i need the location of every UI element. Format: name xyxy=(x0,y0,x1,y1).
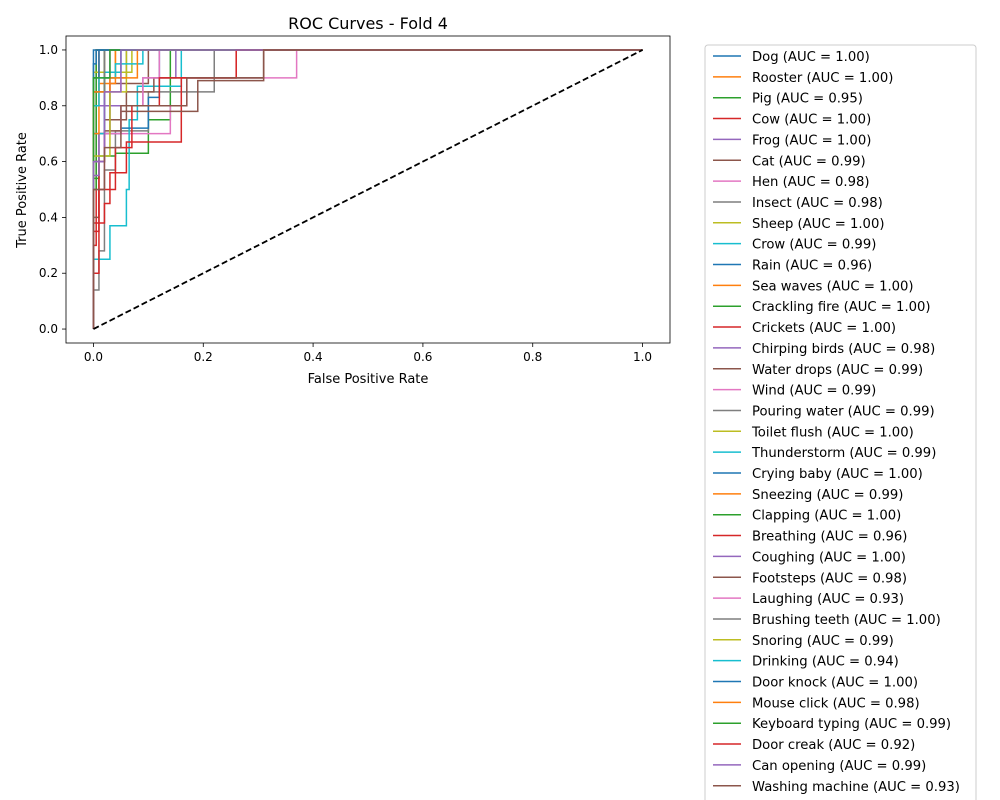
legend-entry: Crickets (AUC = 1.00) xyxy=(752,321,896,336)
legend: Dog (AUC = 1.00) Rooster (AUC = 1.00) Pig … xyxy=(704,44,977,800)
legend-entry: Sneezing (AUC = 0.99) xyxy=(752,488,903,503)
x-tick-label: 0.0 xyxy=(84,350,103,364)
legend-entry: Toilet flush (AUC = 1.00) xyxy=(751,425,914,440)
y-tick-label: 0.2 xyxy=(39,266,58,280)
legend-entry: Cow (AUC = 1.00) xyxy=(752,113,871,128)
legend-entry: Drinking (AUC = 0.94) xyxy=(752,655,899,670)
y-tick-label: 0.8 xyxy=(39,99,58,113)
y-tick-label: 1.0 xyxy=(39,43,58,57)
roc-curve-34 xyxy=(92,49,643,330)
legend-entry: Hen (AUC = 0.98) xyxy=(752,175,870,190)
plot-frame xyxy=(65,35,671,344)
legend-entry: Dog (AUC = 1.00) xyxy=(752,50,870,65)
x-tick-label: 0.8 xyxy=(523,350,542,364)
legend-entry: Snoring (AUC = 0.99) xyxy=(752,634,894,649)
y-axis-label: True Positive Rate xyxy=(15,132,30,249)
legend-entry: Insect (AUC = 0.98) xyxy=(752,196,883,211)
legend-box xyxy=(704,44,977,800)
legend-entry: Door knock (AUC = 1.00) xyxy=(752,676,918,691)
legend-entry: Pouring water (AUC = 0.99) xyxy=(752,404,935,419)
legend-entry: Sea waves (AUC = 1.00) xyxy=(752,279,914,294)
legend-entry: Chirping birds (AUC = 0.98) xyxy=(752,342,935,357)
chance-diagonal-line xyxy=(93,49,643,330)
legend-entry: Keyboard typing (AUC = 0.99) xyxy=(752,717,951,732)
legend-entry: Breathing (AUC = 0.96) xyxy=(752,530,907,545)
legend-entry: Door creak (AUC = 0.92) xyxy=(752,738,915,753)
legend-entry: Crow (AUC = 0.99) xyxy=(752,238,876,253)
x-tick-label: 0.2 xyxy=(194,350,213,364)
roc-curve-35 xyxy=(92,49,643,330)
plot-area xyxy=(92,49,643,330)
chart-title: ROC Curves - Fold 4 xyxy=(288,14,448,33)
legend-entry: Mouse click (AUC = 0.98) xyxy=(752,696,920,711)
x-tick-label: 0.4 xyxy=(304,350,323,364)
legend-entry: Rooster (AUC = 1.00) xyxy=(752,71,893,86)
legend-entry: Crying baby (AUC = 1.00) xyxy=(752,467,923,482)
y-tick-label: 0.4 xyxy=(39,210,58,224)
y-tick-label: 0.6 xyxy=(39,155,58,169)
x-tick-label: 0.6 xyxy=(413,350,432,364)
legend-entry: Crackling fire (AUC = 1.00) xyxy=(752,300,931,315)
x-axis-label: False Positive Rate xyxy=(308,372,429,387)
legend-entry: Washing machine (AUC = 0.93) xyxy=(752,780,960,795)
legend-entry: Wind (AUC = 0.99) xyxy=(752,384,876,399)
legend-entry: Footsteps (AUC = 0.98) xyxy=(752,571,907,586)
legend-entry: Brushing teeth (AUC = 1.00) xyxy=(752,613,941,628)
legend-entry: Rain (AUC = 0.96) xyxy=(752,259,872,274)
legend-entry: Water drops (AUC = 0.99) xyxy=(752,363,923,378)
legend-entry: Laughing (AUC = 0.93) xyxy=(752,592,904,607)
legend-entry: Pig (AUC = 0.95) xyxy=(752,92,863,107)
legend-entry: Sheep (AUC = 1.00) xyxy=(752,217,885,232)
legend-entry: Can opening (AUC = 0.99) xyxy=(752,759,926,774)
axis-ticks: 0.0 0.2 0.4 0.6 0.8 1.0 0.0 0.2 0.4 0.6 0.8 1.0 xyxy=(39,43,652,364)
x-tick-label: 1.0 xyxy=(633,350,652,364)
legend-entry: Clapping (AUC = 1.00) xyxy=(752,509,901,524)
legend-entry: Thunderstorm (AUC = 0.99) xyxy=(751,446,936,461)
legend-entry: Coughing (AUC = 1.00) xyxy=(752,550,906,565)
y-tick-label: 0.0 xyxy=(39,322,58,336)
legend-entry: Cat (AUC = 0.99) xyxy=(752,154,866,169)
legend-entry: Frog (AUC = 1.00) xyxy=(752,133,871,148)
